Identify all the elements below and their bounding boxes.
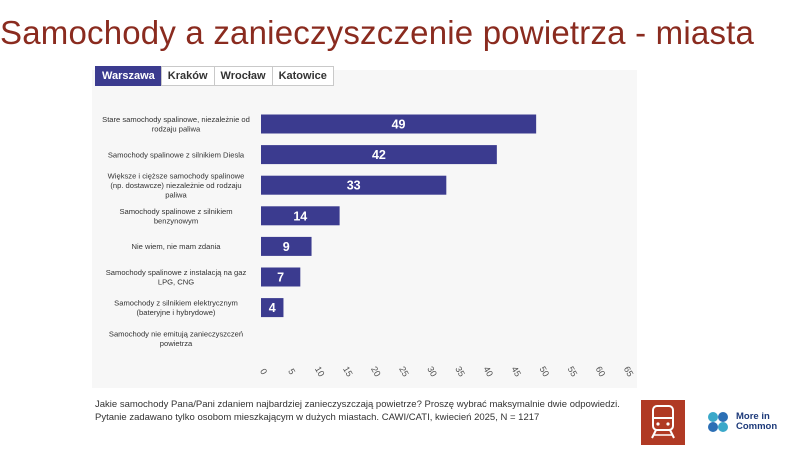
x-tick-label: 65 — [622, 365, 636, 379]
x-tick-label: 60 — [594, 365, 608, 379]
category-label: Samochody spalinowe z instalacją na gaz L… — [106, 268, 247, 287]
bar — [261, 298, 284, 318]
x-tick-label: 0 — [258, 367, 269, 376]
bar-data-label: 33 — [347, 179, 361, 193]
x-tick-label: 45 — [509, 365, 523, 379]
x-tick-label: 10 — [313, 365, 327, 379]
more-in-common-logo: More in Common — [706, 410, 777, 434]
train-logo — [641, 400, 685, 445]
tab-katowice[interactable]: Katowice — [271, 66, 334, 86]
bar — [261, 236, 312, 256]
x-tick-label: 50 — [538, 365, 552, 379]
x-tick-label: 35 — [453, 365, 467, 379]
category-label: Nie wiem, nie mam zdania — [131, 242, 221, 251]
bar — [261, 206, 340, 226]
category-label: Większe i cięższe samochody spalinowe (np… — [108, 172, 245, 200]
bar — [261, 145, 497, 165]
tab-warszawa[interactable]: Warszawa — [95, 66, 162, 86]
bar-data-label: 14 — [293, 209, 307, 223]
footer-notes: Jakie samochody Pana/Pani zdaniem najbar… — [95, 399, 635, 424]
x-tick-label: 55 — [566, 365, 580, 379]
page-title: Samochody a zanieczyszczenie powietrza -… — [0, 14, 755, 51]
x-tick-label: 30 — [425, 365, 439, 379]
survey-note: Pytanie zadawano tylko osobom mieszkając… — [95, 411, 540, 423]
bar-data-label: 42 — [372, 148, 386, 162]
city-tabs: Warszawa Kraków Wrocław Katowice — [95, 66, 334, 86]
more-in-common-icon — [708, 412, 728, 432]
category-label: Samochody spalinowe z silnikiem benzynowy… — [119, 207, 232, 226]
bar — [261, 175, 447, 195]
train-icon — [651, 405, 675, 439]
bar — [261, 114, 537, 134]
bar-data-label: 49 — [392, 118, 406, 132]
x-tick-label: 40 — [481, 365, 495, 379]
brand-line-1: More in — [736, 411, 770, 422]
bar-data-label: 4 — [269, 301, 276, 315]
bar — [261, 267, 301, 287]
tab-krakow[interactable]: Kraków — [160, 66, 215, 86]
bar-data-label: 7 — [277, 271, 284, 285]
survey-question: Jakie samochody Pana/Pani zdaniem najbar… — [95, 399, 620, 410]
x-tick-label: 5 — [286, 367, 297, 376]
x-tick-label: 25 — [397, 365, 411, 379]
category-label: Stare samochody spalinowe, niezależnie o… — [102, 115, 250, 134]
category-label: Samochody nie emitują zanieczyszczeń powi… — [109, 329, 243, 348]
category-label: Samochody spalinowe z silnikiem Diesla — [108, 150, 245, 159]
x-tick-label: 15 — [341, 365, 355, 379]
x-tick-label: 20 — [369, 365, 383, 379]
bar-data-label: 9 — [283, 240, 290, 254]
category-label: Samochody z silnikiem elektrycznym (bater… — [114, 299, 238, 318]
brand-line-2: Common — [736, 421, 778, 432]
